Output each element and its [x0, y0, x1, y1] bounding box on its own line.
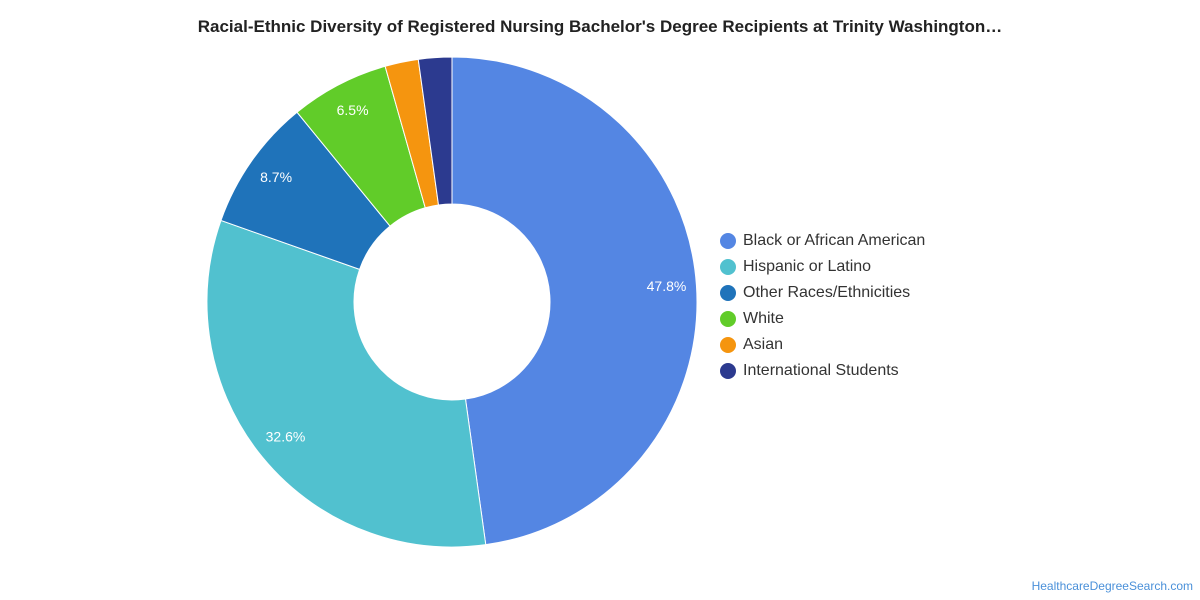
slice-label-other-races-ethnicities: 8.7%	[260, 169, 292, 185]
legend-swatch	[720, 285, 736, 301]
slice-hispanic-or-latino[interactable]	[206, 219, 487, 548]
legend-label: Asian	[743, 336, 784, 353]
legend-item-international-students[interactable]: International Students	[720, 358, 925, 384]
slice-label-hispanic-or-latino: 32.6%	[266, 429, 306, 445]
chart-legend: Black or African American Hispanic or Lat…	[720, 228, 925, 384]
legend-swatch	[720, 311, 736, 327]
legend-swatch	[720, 233, 736, 249]
legend-swatch	[720, 259, 736, 275]
legend-label: Hispanic or Latino	[743, 258, 872, 275]
legend-swatch	[720, 363, 736, 379]
source-link[interactable]: HealthcareDegreeSearch.com	[1031, 579, 1193, 593]
slice-label-black-or-african-american: 47.8%	[647, 278, 687, 294]
legend-item-hispanic-or-latino[interactable]: Hispanic or Latino	[720, 254, 925, 280]
legend-label: Black or African American	[743, 232, 926, 249]
slice-label-white: 6.5%	[337, 102, 369, 118]
legend-item-black-or-african-american[interactable]: Black or African American	[720, 228, 925, 254]
legend-label: White	[743, 310, 784, 327]
legend-item-white[interactable]: White	[720, 306, 925, 332]
legend-item-asian[interactable]: Asian	[720, 332, 925, 358]
slice-international-students[interactable]	[417, 56, 453, 206]
legend-swatch	[720, 337, 736, 353]
legend-item-other-races-ethnicities[interactable]: Other Races/Ethnicities	[720, 280, 925, 306]
chart-title: Racial-Ethnic Diversity of Registered Nu…	[197, 17, 1003, 36]
slice-black-or-african-american[interactable]	[451, 56, 698, 546]
legend-label: International Students	[743, 362, 899, 379]
legend-label: Other Races/Ethnicities	[743, 284, 911, 301]
